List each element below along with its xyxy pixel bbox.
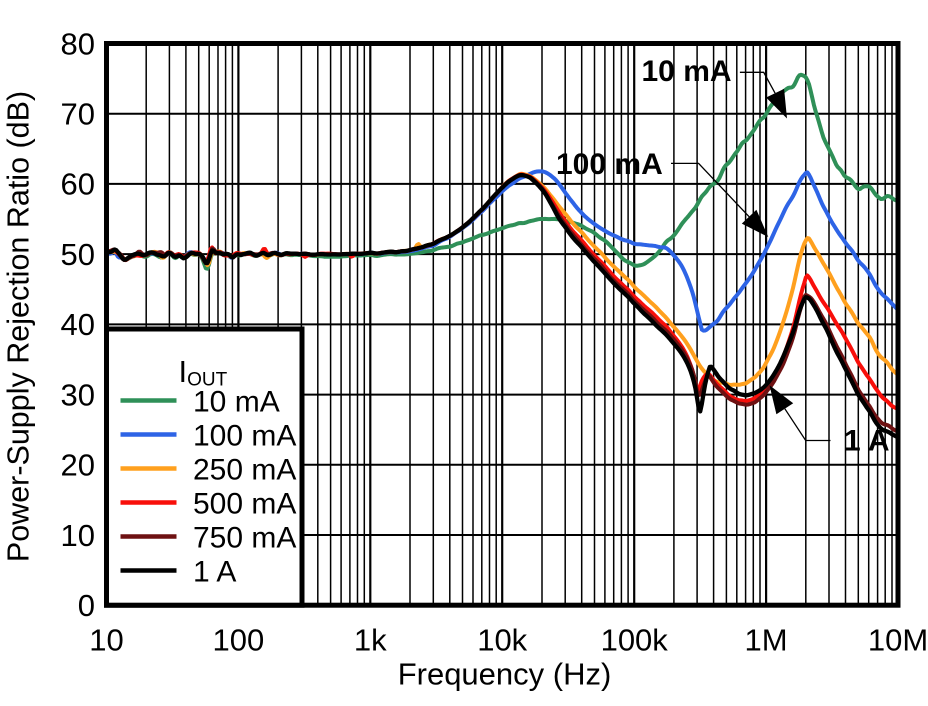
svg-text:10 mA: 10 mA bbox=[642, 55, 732, 88]
svg-text:250 mA: 250 mA bbox=[193, 454, 296, 487]
svg-text:0: 0 bbox=[78, 588, 95, 623]
svg-text:20: 20 bbox=[61, 448, 95, 483]
svg-text:80: 80 bbox=[61, 26, 95, 61]
svg-text:60: 60 bbox=[61, 167, 95, 202]
svg-text:50: 50 bbox=[61, 237, 95, 272]
svg-text:10k: 10k bbox=[477, 623, 527, 658]
svg-text:Frequency (Hz): Frequency (Hz) bbox=[398, 657, 612, 692]
svg-text:10: 10 bbox=[61, 518, 95, 553]
svg-text:100 mA: 100 mA bbox=[193, 420, 296, 453]
svg-text:100k: 100k bbox=[601, 623, 669, 658]
svg-text:100 mA: 100 mA bbox=[556, 148, 663, 181]
svg-text:100: 100 bbox=[213, 623, 265, 658]
svg-text:750 mA: 750 mA bbox=[193, 522, 296, 555]
svg-text:500 mA: 500 mA bbox=[193, 488, 296, 521]
svg-text:10 mA: 10 mA bbox=[193, 386, 280, 419]
svg-text:30: 30 bbox=[61, 377, 95, 412]
svg-text:10: 10 bbox=[89, 623, 123, 658]
svg-text:1 A: 1 A bbox=[193, 556, 236, 589]
svg-text:1k: 1k bbox=[354, 623, 387, 658]
svg-text:Power-Supply Rejection Ratio (: Power-Supply Rejection Ratio (dB) bbox=[2, 91, 36, 562]
svg-text:40: 40 bbox=[61, 307, 95, 342]
svg-text:1 A: 1 A bbox=[844, 425, 890, 458]
svg-text:10M: 10M bbox=[868, 623, 928, 658]
svg-text:1M: 1M bbox=[745, 623, 788, 658]
svg-text:70: 70 bbox=[61, 97, 95, 132]
